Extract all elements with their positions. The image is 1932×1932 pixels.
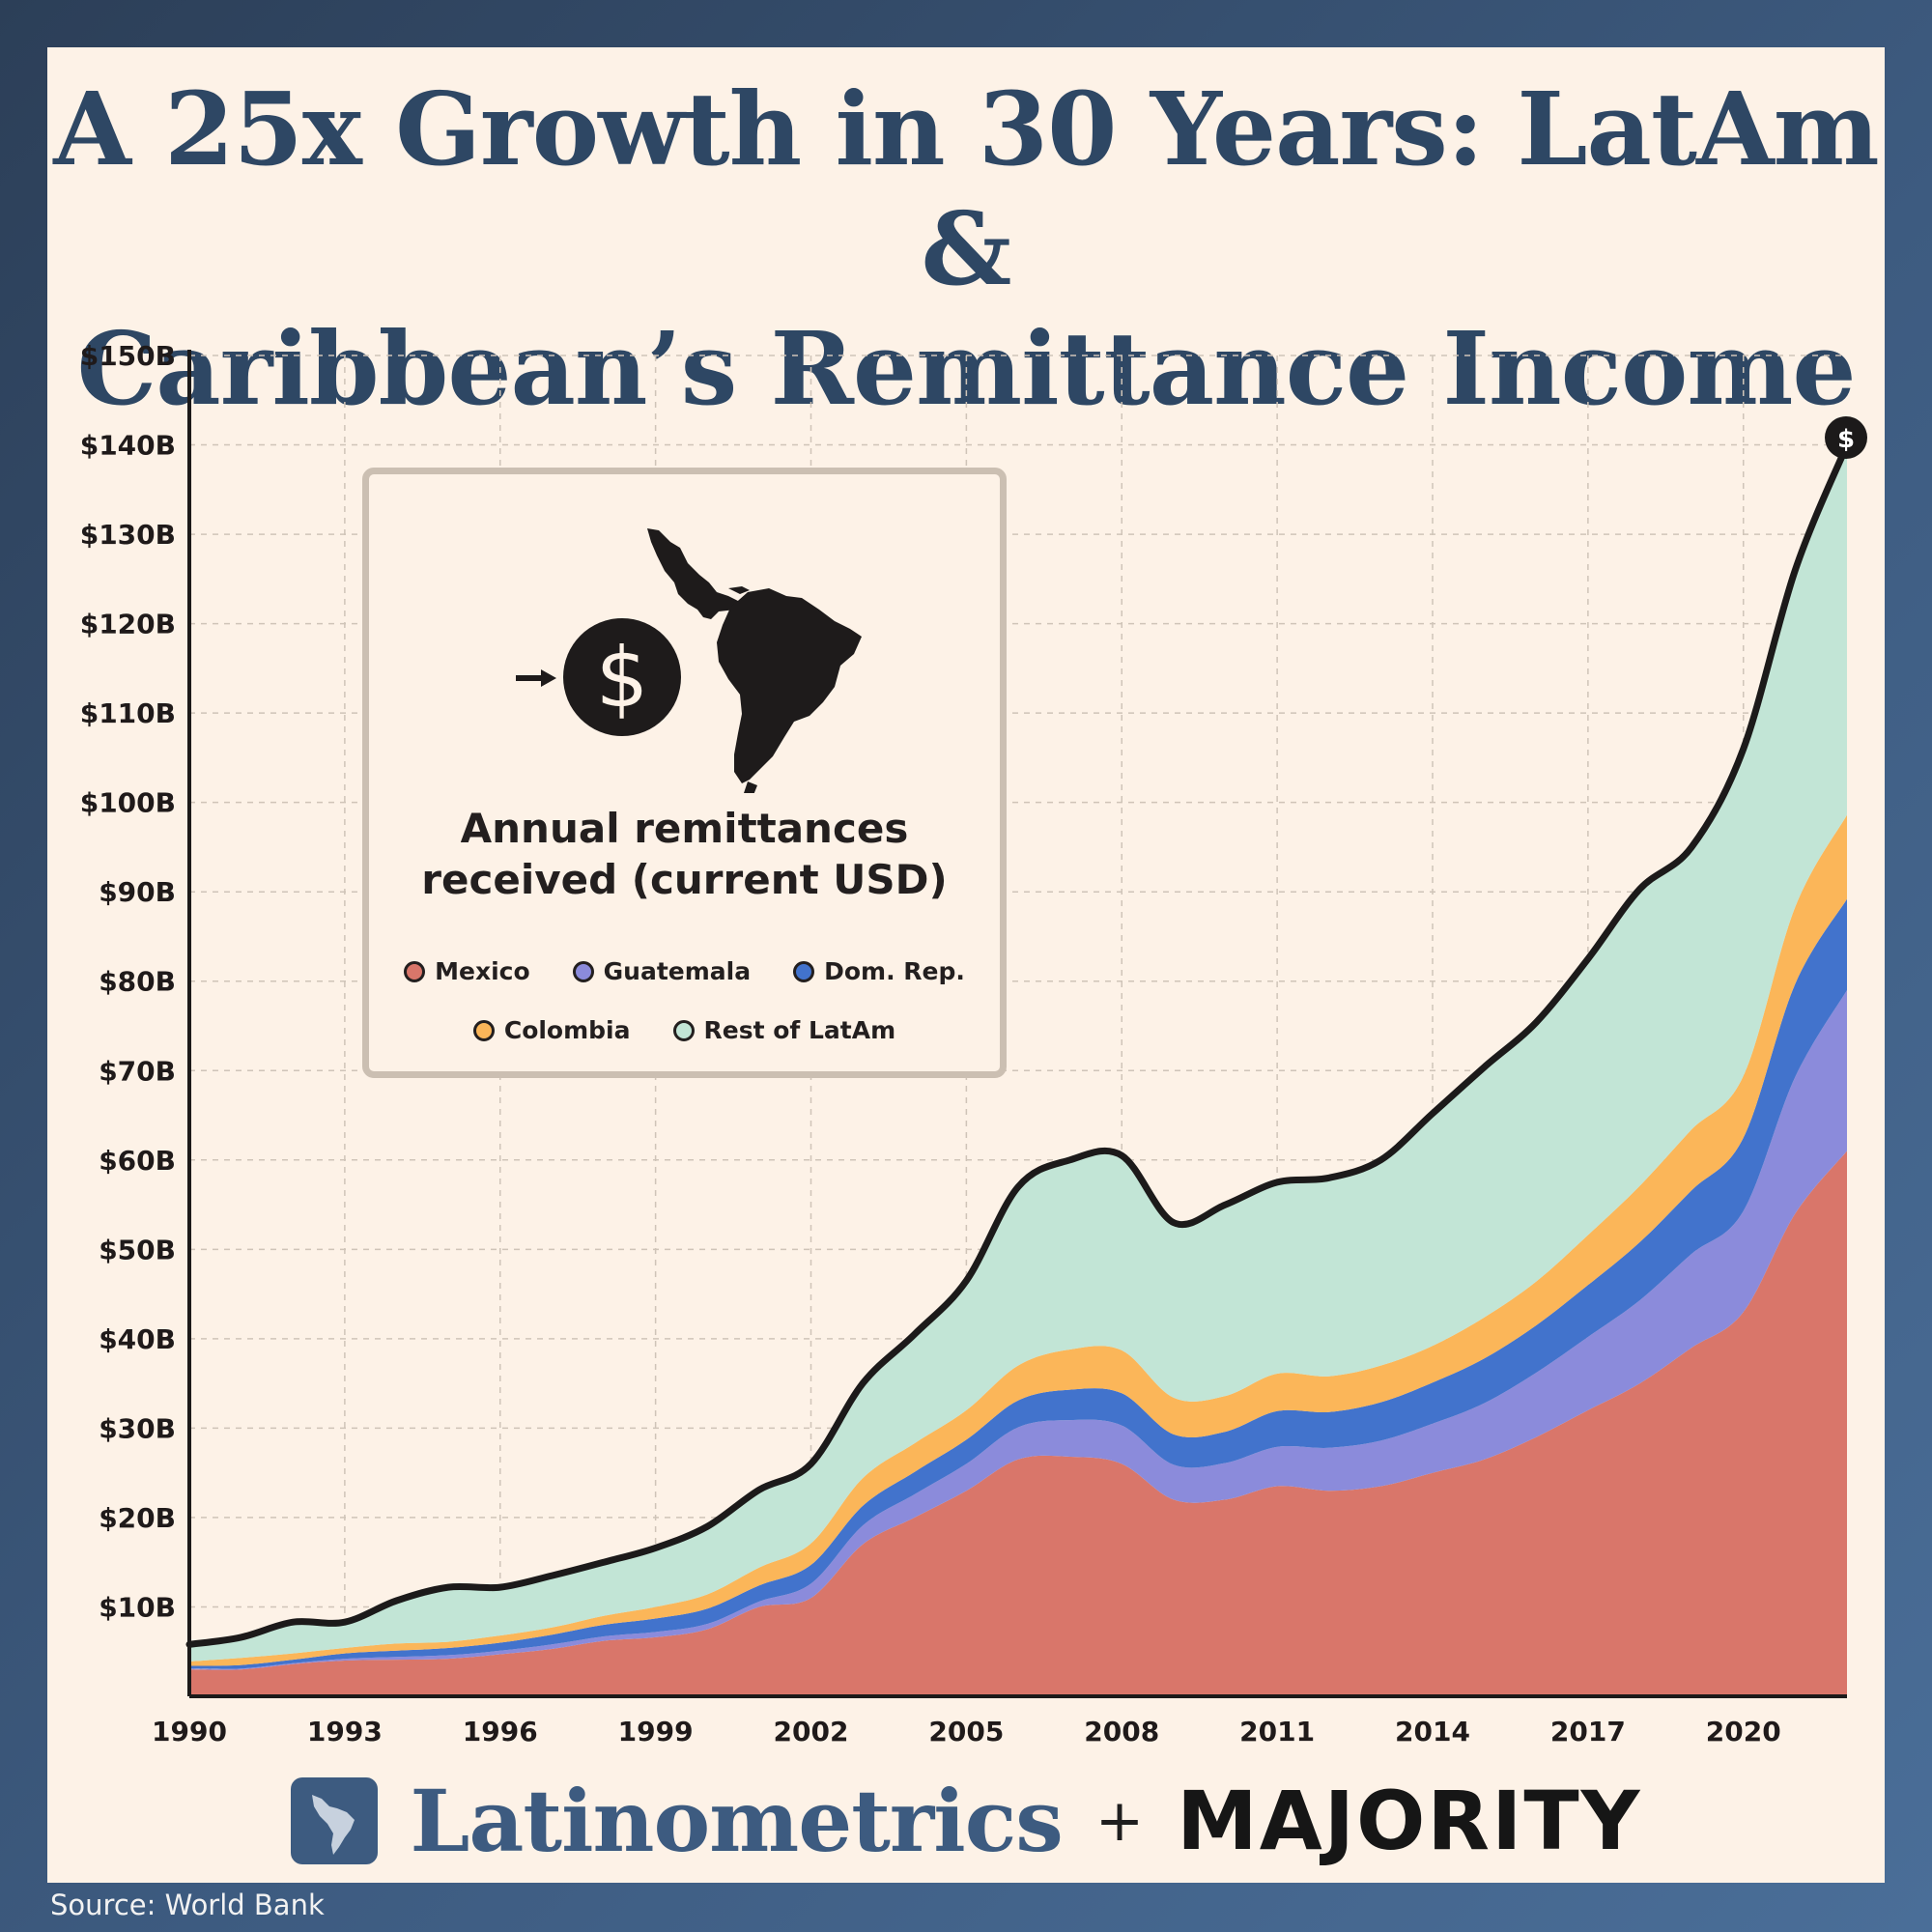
end-marker: $ <box>1825 416 1867 459</box>
latin-america-map-icon <box>647 528 862 793</box>
y-tick-label: $30B <box>99 1412 176 1444</box>
y-tick-label: $120B <box>80 609 176 640</box>
y-tick-label: $150B <box>80 340 176 372</box>
axes: $10B $20B $30B $40B $50B $60B $70B $80B $90B $100… <box>80 340 1847 1747</box>
source-note: Source: World Bank <box>50 1889 325 1921</box>
legend-label-mexico: Mexico <box>435 957 530 985</box>
y-tick-label: $80B <box>99 966 176 998</box>
legend-item-colombia: Colombia <box>472 1016 631 1044</box>
legend-swatch-guatemala <box>572 960 594 982</box>
legend-item-rest-of-latam: Rest of LatAm <box>672 1016 896 1044</box>
x-tick-label: 1996 <box>463 1716 538 1747</box>
chart-title: A 25x Growth in 30 Years: LatAm & Caribb… <box>0 70 1932 429</box>
legend-title-line-1: Annual remittances <box>460 805 909 852</box>
legend-item-guatemala: Guatemala <box>572 957 752 985</box>
legend-swatch-dom-rep <box>793 960 815 982</box>
y-tick-label: $10B <box>99 1591 176 1623</box>
dollar-marker-icon <box>1825 416 1867 459</box>
latinometrics-map-icon <box>311 1795 355 1855</box>
x-tick-label: 2020 <box>1706 1716 1781 1747</box>
legend-title-line-2: received (current USD) <box>421 856 948 903</box>
y-tick-label: $90B <box>99 876 176 908</box>
y-tick-label: $110B <box>80 697 176 729</box>
dollar-marker-glyph: $ <box>1837 425 1855 454</box>
x-tick-label: 1993 <box>307 1716 383 1747</box>
legend-label-rest-of-latam: Rest of LatAm <box>703 1016 896 1044</box>
x-tick-label: 2002 <box>774 1716 849 1747</box>
legend-swatch-colombia <box>472 1019 495 1041</box>
y-tick-label: $140B <box>80 430 176 462</box>
legend-swatch-rest-of-latam <box>672 1019 695 1041</box>
total-line <box>185 441 1851 1648</box>
y-tick-label: $40B <box>99 1323 176 1355</box>
legend-item-dom-rep: Dom. Rep. <box>793 957 965 985</box>
legend-panel: $ Annual remittances received (current U… <box>362 468 1007 1078</box>
footer-branding: Latinometrics + MAJORITY <box>0 1768 1932 1874</box>
legend-item-mexico: Mexico <box>404 957 530 985</box>
legend-row-2: Colombia Rest of LatAm <box>369 1016 1000 1044</box>
latinometrics-logo <box>290 1777 378 1864</box>
y-tick-label: $100B <box>80 787 176 819</box>
arrow-right-icon <box>516 669 556 687</box>
legend-illustration: $ <box>516 528 862 793</box>
title-line-1: A 25x Growth in 30 Years: LatAm & <box>53 70 1879 308</box>
plus-sign: + <box>1094 1787 1145 1855</box>
x-tick-label: 1990 <box>152 1716 227 1747</box>
y-tick-label: $20B <box>99 1502 176 1534</box>
area-rest-of-latam <box>189 444 1847 1662</box>
y-tick-label: $130B <box>80 519 176 551</box>
latinometrics-wordmark: Latinometrics <box>410 1771 1064 1871</box>
x-tick-label: 2017 <box>1550 1716 1626 1747</box>
area-mexico <box>189 1151 1847 1696</box>
legend-label-guatemala: Guatemala <box>603 957 752 985</box>
x-tick-label: 2011 <box>1239 1716 1315 1747</box>
legend-swatch-mexico <box>404 960 426 982</box>
total-line-layer <box>185 441 1851 1648</box>
svg-text:$: $ <box>596 630 649 726</box>
dollar-coin-icon: $ <box>563 618 681 736</box>
chart-plot: $10B $20B $30B $40B $50B $60B $70B $80B $90B $100… <box>80 340 1867 1747</box>
x-tick-label: 2005 <box>928 1716 1004 1747</box>
y-tick-label: $60B <box>99 1145 176 1177</box>
legend-label-colombia: Colombia <box>503 1016 631 1044</box>
x-tick-label: 1999 <box>618 1716 694 1747</box>
legend-row-1: Mexico Guatemala Dom. Rep. <box>369 957 1000 985</box>
legend-label-dom-rep: Dom. Rep. <box>824 957 965 985</box>
x-tick-label: 2008 <box>1084 1716 1159 1747</box>
y-tick-label: $50B <box>99 1234 176 1265</box>
y-tick-label: $70B <box>99 1055 176 1087</box>
majority-wordmark: MAJORITY <box>1177 1774 1642 1868</box>
x-tick-label: 2014 <box>1395 1716 1470 1747</box>
legend-title: Annual remittances received (current USD… <box>369 803 1000 905</box>
area-layers <box>189 444 1847 1696</box>
